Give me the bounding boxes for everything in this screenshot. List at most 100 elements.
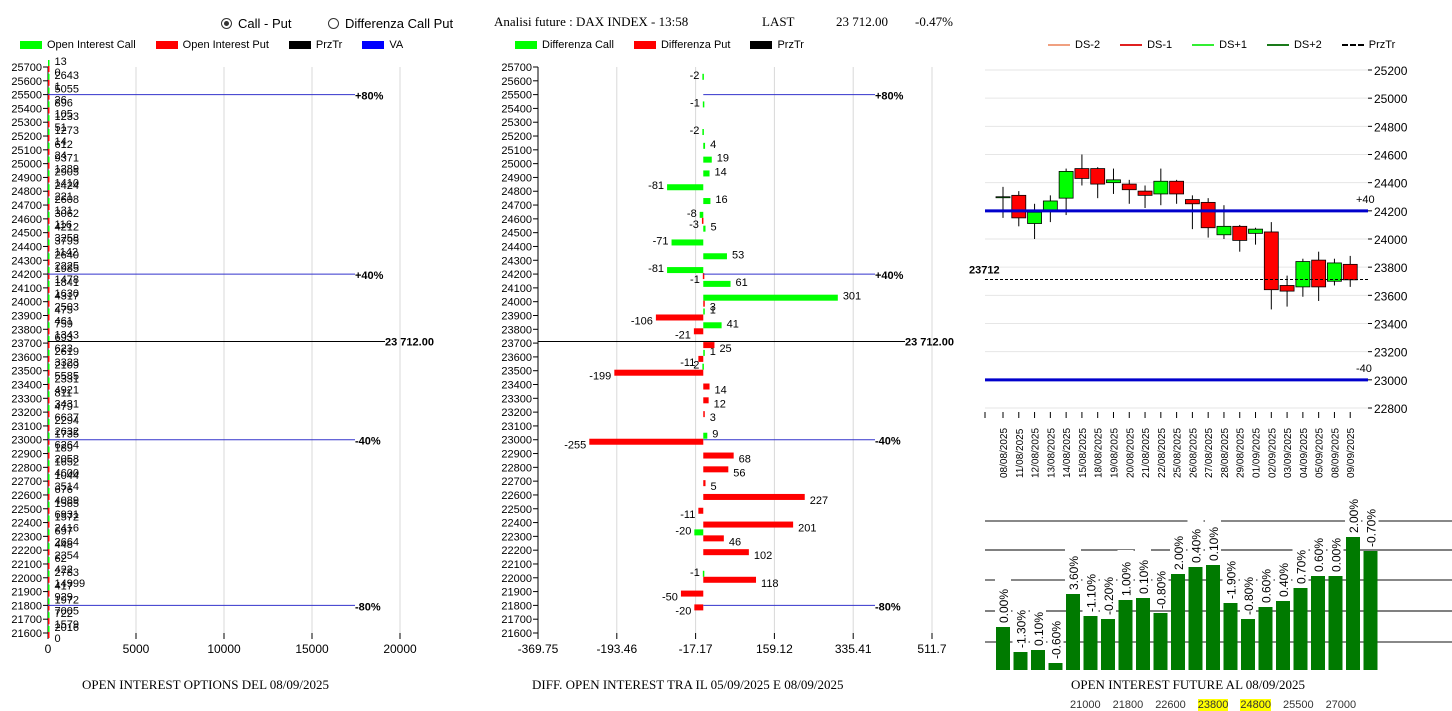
bar-value-label: 221: [55, 191, 73, 203]
put-bar: [48, 632, 50, 638]
put-bar: [48, 328, 50, 335]
candle-down: [1232, 225, 1248, 241]
radio-call-put[interactable]: Call - Put: [221, 16, 291, 31]
put-bar: [703, 411, 705, 418]
future-bar: [1136, 598, 1150, 670]
bar-value-label: 105: [55, 108, 73, 120]
candlestick-chart: 25200 25000 24800 24600 24400 24200 24000 23800…: [969, 64, 1408, 478]
va-label: -40%: [875, 436, 901, 448]
call-bar: [699, 211, 704, 218]
y-tick-label: 24600: [11, 214, 42, 226]
candle-up: [1106, 179, 1121, 184]
y-tick-label: 24100: [11, 283, 42, 295]
bar-percent-label: -0.70%: [1365, 509, 1379, 547]
bar-value-label: 1273: [55, 125, 79, 137]
call-bar: [48, 626, 50, 632]
diff-open-interest-chart: -369.75 -193.46 -17.17 159.12 335.41 511.7 257…: [501, 62, 954, 656]
bar-value-label: 7005: [55, 605, 79, 617]
future-bar: [1066, 594, 1080, 670]
bar-percent-label: 3.60%: [1067, 556, 1081, 590]
strike-chip: 25500: [1282, 699, 1314, 711]
y-tick-label: 22200: [501, 545, 532, 557]
future-bar: [1083, 616, 1098, 670]
bar-value-label: 16: [715, 194, 727, 206]
call-bar: [48, 198, 50, 205]
y-tick-label: 23000: [1374, 374, 1408, 388]
y-tick-label: 24000: [1374, 233, 1408, 247]
call-bar: [48, 598, 50, 605]
prztr-label: 23 712.00: [385, 336, 434, 348]
bar-value-label: -2: [690, 360, 700, 372]
y-tick-label: 25700: [501, 62, 532, 74]
put-bar: [48, 438, 50, 445]
candle-up: [1153, 180, 1169, 195]
y-tick-label: 23300: [501, 393, 532, 405]
y-tick-label: 24200: [1374, 205, 1408, 219]
y-tick-label: 23600: [1374, 289, 1408, 303]
bar-value-label: 62: [55, 553, 67, 565]
bar-value-label: 26: [55, 95, 67, 107]
call-bar: [48, 487, 50, 494]
call-bar: [48, 377, 50, 384]
strike-chip: 27000: [1325, 699, 1357, 711]
call-bar: [694, 529, 704, 536]
y-tick-label: 24200: [11, 269, 42, 281]
x-tick-label: 08/09/2025: [1330, 428, 1341, 478]
bar-value-label: 61: [736, 277, 748, 289]
call-bar: [48, 336, 50, 343]
bar-value-label: -20: [675, 525, 691, 537]
radio-differenza[interactable]: Differenza Call Put: [328, 16, 453, 31]
candle-down: [1137, 190, 1153, 196]
bar-percent-label: 0.10%: [1207, 527, 1221, 561]
bar-percent-label: 1.00%: [1120, 562, 1134, 596]
candle-down: [1184, 199, 1200, 205]
x-tick-label: 20/08/2025: [1125, 428, 1136, 478]
y-tick-label: 22000: [501, 573, 532, 585]
open-interest-options-chart: 0 5000 10000 15000 20000 25700 25600 2550025400…: [11, 56, 434, 656]
bar-value-label: 2225: [55, 260, 79, 272]
x-tick-label: -17.17: [679, 642, 713, 656]
y-tick-label: 25100: [501, 145, 532, 157]
legend-right: DS-2 DS-1 DS+1 DS+2 PrzTr: [1048, 39, 1409, 51]
bar-percent-label: 0.60%: [1312, 538, 1326, 572]
call-bar: [703, 253, 727, 260]
call-bar: [48, 129, 50, 136]
put-bar: [701, 217, 704, 224]
legend-label: Differenza Call: [542, 39, 614, 51]
bar-value-label: 13: [55, 56, 67, 68]
put-bar: [48, 521, 50, 528]
bar-value-label: 131: [55, 205, 73, 217]
put-bar: [48, 286, 50, 293]
put-bar: [48, 383, 50, 390]
bar-value-label: 1572: [55, 512, 79, 524]
call-bar: [48, 432, 50, 439]
bar-value-label: 2331: [55, 374, 79, 386]
x-tick-label: 02/09/2025: [1267, 428, 1278, 478]
y-tick-label: 24800: [11, 186, 42, 198]
put-bar: [48, 79, 50, 86]
y-tick-label: 23700: [501, 338, 532, 350]
legend-item-va: VA: [362, 39, 403, 51]
bottom-strike-strip: 21000 21800 22600 23800 24800 25500 27000: [1070, 699, 1356, 711]
future-bar: [1031, 650, 1045, 670]
y-tick-label: 22300: [11, 531, 42, 543]
x-tick-label: -193.46: [596, 642, 637, 656]
y-tick-label: 22100: [11, 559, 42, 571]
bar-value-label: 2783: [55, 567, 79, 579]
call-bar: [48, 87, 50, 94]
y-tick-label: 21800: [11, 600, 42, 612]
y-tick-label: 22400: [501, 518, 532, 530]
y-tick-label: 22000: [11, 573, 42, 585]
put-bar: [48, 397, 50, 404]
bar-value-label: 53: [732, 249, 744, 261]
bar-value-label: 1410: [55, 177, 79, 189]
y-tick-label: 23400: [11, 380, 42, 392]
candle-up: [1027, 211, 1042, 224]
bar-value-label: 3323: [55, 357, 79, 369]
y-tick-label: 23600: [11, 352, 42, 364]
swatch-icon: [515, 41, 537, 49]
bar-value-label: -71: [653, 235, 669, 247]
future-bar: [996, 627, 1010, 670]
legend-item-ds-1: DS-1: [1120, 39, 1172, 51]
y-tick-label: 25500: [11, 90, 42, 102]
